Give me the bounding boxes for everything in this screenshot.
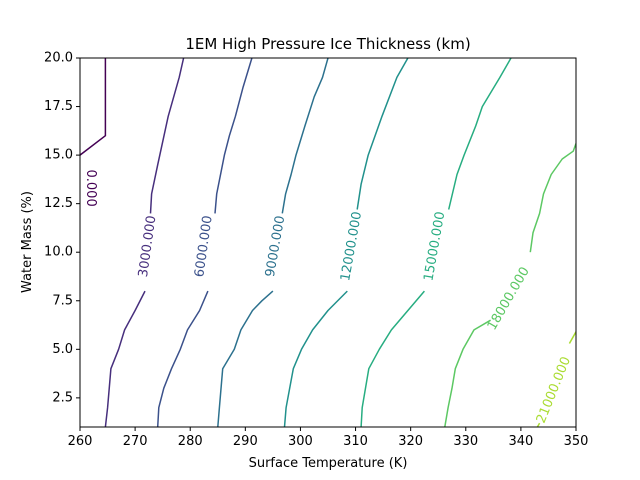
plot-area: 0.000 3000.000 6000.000 9000.000 12000.000 15… [79,57,577,428]
x-tick-label-2: 280 [178,434,203,449]
contour-line-5 [360,58,512,427]
contour-labels: 0.000 3000.000 6000.000 9000.000 12000.000 15… [83,170,574,426]
contour-label-6: 18000.000 [485,265,533,333]
x-tick-label-9: 350 [564,434,589,449]
y-tick-label-5: 15.0 [44,148,73,163]
x-tick-label-0: 260 [68,434,93,449]
contour-label-3: 9000.000 [263,215,289,279]
chart-title: 1EM High Pressure Ice Thickness (km) [185,35,470,53]
contour-label-2: 6000.000 [192,215,215,279]
plot-frame [79,57,577,428]
contour-line-3 [217,58,329,427]
contour-line-0 [80,58,107,156]
y-axis: 2.5 5.0 7.5 10.0 12.5 15.0 17.5 20.0 [44,51,80,405]
contour-label-7: 21000.000 [534,355,574,426]
y-tick-label-4: 12.5 [44,196,73,211]
contour-line-6 [444,143,576,427]
x-tick-label-8: 340 [508,434,533,449]
x-tick-label-4: 300 [288,434,313,449]
x-tick-label-3: 290 [233,434,258,449]
x-tick-label-6: 320 [398,434,423,449]
contour-lines [80,58,576,427]
x-axis: 260 270 280 290 300 310 320 330 340 350 [68,427,589,449]
contour-label-4: 12000.000 [338,210,365,282]
contour-line-1 [104,58,185,427]
y-tick-label-0: 2.5 [52,390,73,405]
x-tick-label-5: 310 [343,434,368,449]
contour-line-7 [536,331,576,427]
contour-line-2 [156,58,253,427]
contour-label-0: 0.000 [83,170,98,207]
y-tick-label-1: 5.0 [52,342,73,357]
contour-label-1: 3000.000 [136,215,159,279]
y-tick-label-2: 7.5 [52,293,73,308]
x-tick-label-1: 270 [123,434,148,449]
contour-line-4 [283,58,409,427]
y-tick-label-7: 20.0 [44,51,73,66]
y-axis-title: Water Mass (%) [20,191,35,293]
x-axis-title: Surface Temperature (K) [249,456,408,471]
y-tick-label-3: 10.0 [44,245,73,260]
x-tick-label-7: 330 [453,434,478,449]
contour-label-5: 15000.000 [421,210,448,282]
y-tick-label-6: 17.5 [44,99,73,114]
